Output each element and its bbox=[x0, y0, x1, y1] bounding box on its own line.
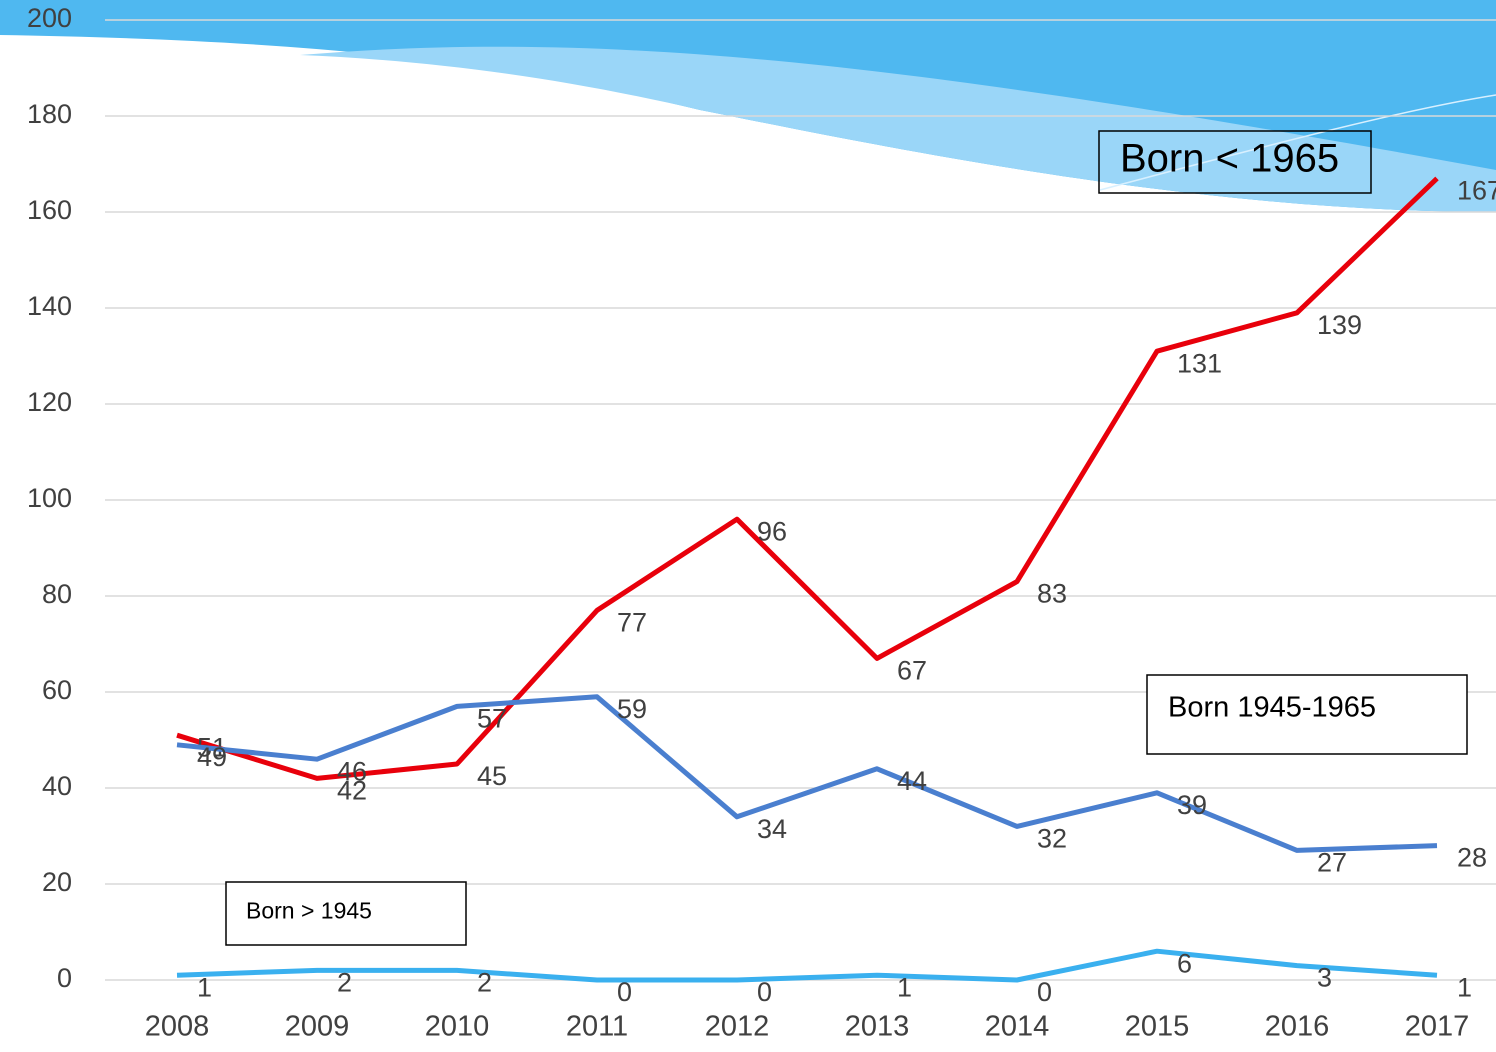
legend-item: Born < 1965 bbox=[1098, 130, 1372, 194]
data-label: 1 bbox=[1457, 972, 1472, 1002]
data-label: 44 bbox=[897, 766, 927, 796]
legend-item: Born 1945-1965 bbox=[1146, 674, 1468, 755]
x-tick-label: 2015 bbox=[1125, 1011, 1190, 1043]
legend-box bbox=[225, 881, 467, 946]
data-label: 0 bbox=[757, 977, 772, 1007]
x-tick-label: 2012 bbox=[705, 1011, 770, 1043]
y-tick-label: 100 bbox=[27, 483, 72, 513]
data-label: 42 bbox=[337, 776, 367, 806]
data-label: 67 bbox=[897, 656, 927, 686]
x-tick-label: 2010 bbox=[425, 1011, 490, 1043]
data-label: 57 bbox=[477, 704, 507, 734]
y-tick-label: 180 bbox=[27, 99, 72, 129]
x-tick-label: 2016 bbox=[1265, 1011, 1330, 1043]
legend-box bbox=[1098, 130, 1372, 194]
y-tick-label: 140 bbox=[27, 291, 72, 321]
x-tick-label: 2011 bbox=[566, 1011, 628, 1043]
x-tick-label: 2014 bbox=[985, 1011, 1050, 1043]
data-label: 45 bbox=[477, 761, 507, 791]
data-label: 131 bbox=[1177, 348, 1222, 378]
y-tick-label: 160 bbox=[27, 195, 72, 225]
series-line bbox=[176, 176, 1439, 781]
data-label: 27 bbox=[1317, 848, 1347, 878]
y-tick-label: 80 bbox=[42, 579, 72, 609]
legend-label: Born > 1945 bbox=[246, 898, 372, 924]
data-label: 1 bbox=[197, 972, 212, 1002]
data-label: 39 bbox=[1177, 790, 1207, 820]
data-label: 2 bbox=[337, 968, 352, 998]
y-tick-label: 40 bbox=[42, 771, 72, 801]
data-label: 49 bbox=[197, 742, 227, 772]
x-tick-label: 2017 bbox=[1405, 1011, 1470, 1043]
legend-label: Born 1945-1965 bbox=[1168, 692, 1376, 724]
data-label: 77 bbox=[617, 608, 647, 638]
x-tick-label: 2013 bbox=[845, 1011, 910, 1043]
y-tick-label: 20 bbox=[42, 867, 72, 897]
data-label: 0 bbox=[617, 977, 632, 1007]
data-label: 83 bbox=[1037, 579, 1067, 609]
data-label: 96 bbox=[757, 516, 787, 546]
data-label: 59 bbox=[617, 694, 647, 724]
y-tick-label: 200 bbox=[27, 3, 72, 33]
series-line bbox=[176, 694, 1438, 853]
y-tick-label: 60 bbox=[42, 675, 72, 705]
legend-item: Born > 1945 bbox=[225, 881, 467, 946]
data-label: 167 bbox=[1457, 176, 1496, 206]
y-tick-label: 0 bbox=[57, 963, 72, 993]
x-tick-label: 2008 bbox=[145, 1011, 210, 1043]
data-label: 28 bbox=[1457, 843, 1487, 873]
y-tick-label: 120 bbox=[27, 387, 72, 417]
data-label: 34 bbox=[757, 814, 787, 844]
data-label: 32 bbox=[1037, 824, 1067, 854]
data-label: 0 bbox=[1037, 977, 1052, 1007]
data-label: 139 bbox=[1317, 310, 1362, 340]
data-label: 1 bbox=[897, 972, 912, 1002]
data-label: 46 bbox=[337, 756, 367, 786]
data-label: 3 bbox=[1317, 963, 1332, 993]
decoration bbox=[0, 0, 1496, 212]
legend-box bbox=[1146, 674, 1468, 755]
data-label: 2 bbox=[477, 968, 492, 998]
x-tick-label: 2009 bbox=[285, 1011, 350, 1043]
legend-label: Born < 1965 bbox=[1120, 137, 1339, 181]
data-label: 6 bbox=[1177, 948, 1192, 978]
series-line bbox=[176, 948, 1438, 983]
